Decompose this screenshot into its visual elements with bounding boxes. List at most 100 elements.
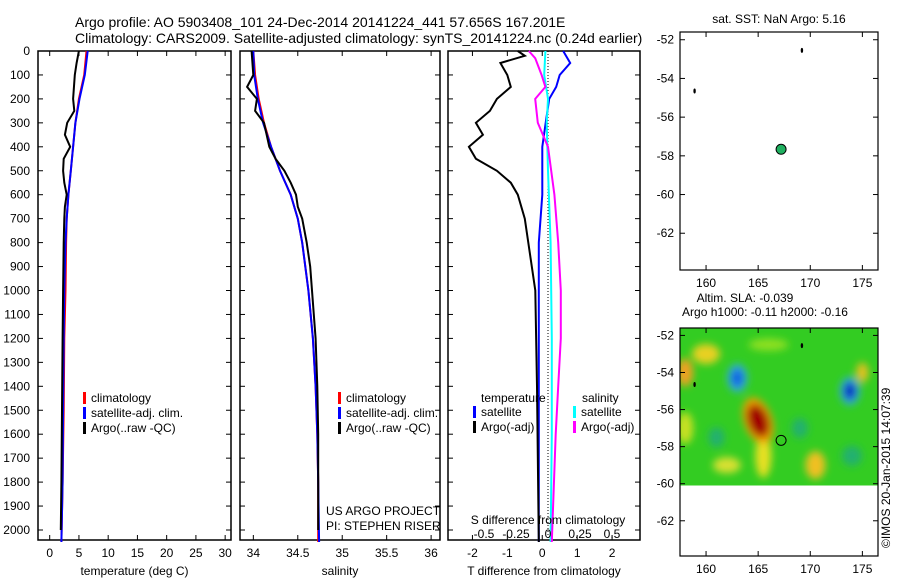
x-tick-label: -2 bbox=[467, 546, 478, 560]
legend-label: satellite-adj. clim. bbox=[91, 406, 183, 420]
title-line-1: Argo profile: AO 5903408_101 24-Dec-2014… bbox=[75, 14, 565, 30]
x2-tick-label: 0.25 bbox=[568, 527, 592, 541]
legend-swatch bbox=[338, 407, 341, 419]
y-tick-label: -60 bbox=[657, 477, 675, 491]
y-tick-label: -60 bbox=[657, 188, 675, 202]
sla-anomaly bbox=[791, 418, 808, 439]
sla-anomaly bbox=[708, 427, 725, 448]
salinity-panel: 34 34.5 35 35.5 36 salinity climatologysatelli… bbox=[239, 50, 441, 578]
y-tick-label: -62 bbox=[657, 226, 675, 240]
x-tick-label: 20 bbox=[160, 546, 174, 560]
legend-title-temperature: temperature bbox=[481, 391, 546, 405]
y-tick-label: 800 bbox=[10, 236, 30, 250]
y-tick-label: 200 bbox=[10, 92, 30, 106]
y-tick-label: 900 bbox=[10, 260, 30, 274]
legend-label: satellite bbox=[481, 405, 522, 419]
legend-swatch bbox=[83, 392, 86, 404]
x-tick-label: 175 bbox=[852, 562, 872, 576]
sst-map-title: sat. SST: NaN Argo: 5.16 bbox=[712, 12, 846, 26]
sla-low-core bbox=[731, 369, 744, 388]
y-tick-label: -54 bbox=[657, 365, 675, 379]
x-axis-label: T difference from climatology bbox=[467, 564, 621, 578]
y-tick-label: 700 bbox=[10, 212, 30, 226]
x2-axis-label: S difference from climatology bbox=[471, 513, 626, 527]
sst-map: sat. SST: NaN Argo: 5.16 160 165 170 175 -52 -… bbox=[657, 12, 879, 290]
y-tick-label: 100 bbox=[10, 68, 30, 82]
y-tick-label: -62 bbox=[657, 514, 675, 528]
y-tick-label: -52 bbox=[657, 33, 675, 47]
legend-swatch bbox=[83, 422, 86, 434]
y-tick-label: -56 bbox=[657, 403, 675, 417]
x-tick-label: 36 bbox=[424, 546, 438, 560]
x2-tick-label: 0 bbox=[545, 527, 552, 541]
x-tick-label: 15 bbox=[131, 546, 145, 560]
x-tick-label: 34.5 bbox=[286, 546, 310, 560]
x-tick-label: 175 bbox=[852, 276, 872, 290]
sla-anomaly bbox=[680, 412, 694, 445]
y-tick-label: 1900 bbox=[3, 499, 30, 513]
legend-label: Argo(..raw -QC) bbox=[91, 421, 176, 435]
sla-anomaly bbox=[680, 358, 694, 387]
y-tick-label: -58 bbox=[657, 149, 675, 163]
x2-tick-label: -0.25 bbox=[502, 527, 530, 541]
sla-map-title-2: Argo h1000: -0.11 h2000: -0.16 bbox=[682, 305, 848, 319]
x-tick-label: 5 bbox=[76, 546, 83, 560]
legend-swatch bbox=[473, 421, 476, 433]
x-tick-label: 170 bbox=[800, 276, 820, 290]
y-tick-label: 1800 bbox=[3, 475, 30, 489]
difference-frame bbox=[447, 50, 641, 541]
legend-label: Argo(-adj) bbox=[481, 420, 534, 434]
sla-anomaly bbox=[805, 451, 826, 480]
sla-heatmap bbox=[680, 328, 878, 486]
x-tick-label: 34 bbox=[247, 546, 261, 560]
x-tick-label: 25 bbox=[189, 546, 203, 560]
legend-swatch bbox=[338, 422, 341, 434]
series-t-argo-adj- bbox=[467, 50, 540, 543]
island-marker bbox=[800, 47, 804, 53]
temperature-frame bbox=[37, 50, 232, 541]
y-tick-label: 1500 bbox=[3, 403, 30, 417]
island-marker bbox=[693, 88, 696, 94]
sla-anomaly bbox=[748, 338, 789, 351]
project-annotation: US ARGO PROJECT bbox=[326, 504, 441, 518]
temperature-panel: 0 5 10 15 20 25 30 temperature (deg C) climatolo… bbox=[37, 50, 232, 578]
sla-high-core bbox=[747, 404, 770, 438]
x2-tick-label: 0.5 bbox=[604, 527, 621, 541]
sla-map-title-1: Altim. SLA: -0.039 bbox=[697, 291, 794, 305]
legend-label: climatology bbox=[91, 391, 151, 405]
x-tick-label: -1 bbox=[502, 546, 513, 560]
y-tick-label: 1200 bbox=[3, 331, 30, 345]
y-tick-label: 1700 bbox=[3, 451, 30, 465]
y-tick-label: -52 bbox=[657, 328, 675, 342]
y-tick-label: 400 bbox=[10, 140, 30, 154]
legend-label: Argo(-adj) bbox=[581, 420, 634, 434]
y-tick-label: 600 bbox=[10, 188, 30, 202]
legend-swatch bbox=[338, 392, 341, 404]
island-marker bbox=[693, 382, 696, 388]
y-tick-label: 1300 bbox=[3, 355, 30, 369]
x-axis-label: temperature (deg C) bbox=[80, 564, 188, 578]
series-satellite-adj-clim- bbox=[252, 50, 321, 543]
legend-swatch bbox=[573, 421, 576, 433]
y-tick-label: -58 bbox=[657, 440, 675, 454]
series-s-satellite bbox=[543, 50, 553, 543]
legend-swatch bbox=[573, 406, 576, 418]
y-tick-label: 2000 bbox=[3, 523, 30, 537]
argo-position-marker bbox=[775, 434, 787, 446]
y-tick-label: 0 bbox=[23, 44, 30, 58]
x-tick-label: 0 bbox=[46, 546, 53, 560]
credit-timestamp: ©IMOS 20-Jan-2015 14:07:39 bbox=[879, 387, 893, 548]
x-tick-label: 30 bbox=[218, 546, 232, 560]
x-tick-label: 165 bbox=[748, 276, 768, 290]
sla-anomaly bbox=[692, 343, 721, 364]
sla-anomaly bbox=[755, 433, 772, 478]
y-tick-label: 500 bbox=[10, 164, 30, 178]
x-tick-label: 35.5 bbox=[375, 546, 399, 560]
y-tick-label: -56 bbox=[657, 110, 675, 124]
map-frame bbox=[679, 31, 879, 271]
x2-tick-label: -0.5 bbox=[474, 527, 495, 541]
legend-label: satellite bbox=[581, 405, 622, 419]
y-tick-label: 300 bbox=[10, 116, 30, 130]
